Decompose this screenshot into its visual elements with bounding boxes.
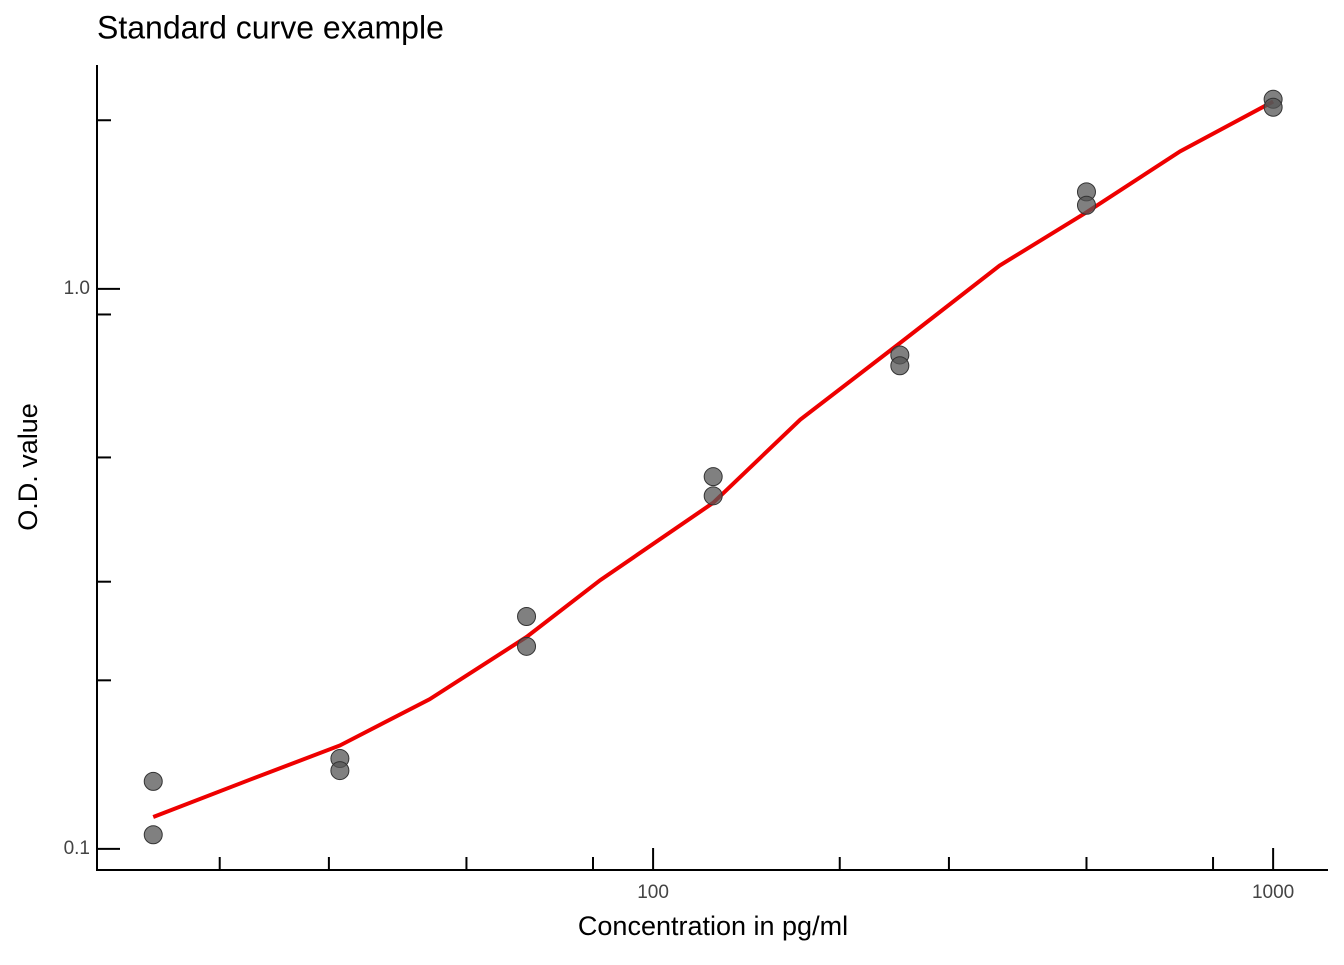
data-point bbox=[143, 825, 163, 845]
data-point bbox=[1263, 97, 1283, 117]
y-axis-label: O.D. value bbox=[13, 403, 43, 531]
data-point bbox=[517, 636, 537, 656]
y-tick-label: 1.0 bbox=[64, 278, 90, 299]
x-tick-label: 100 bbox=[637, 882, 669, 903]
data-point bbox=[1076, 195, 1096, 215]
chart-title: Standard curve example bbox=[97, 9, 444, 45]
data-point bbox=[330, 761, 350, 781]
y-tick-label: 0.1 bbox=[64, 838, 90, 859]
data-point bbox=[143, 771, 163, 791]
fit-line bbox=[152, 99, 1275, 819]
x-axis-label: Concentration in pg/ml bbox=[578, 911, 848, 941]
data-point bbox=[703, 486, 723, 506]
data-point bbox=[517, 607, 537, 627]
x-tick-label: 1000 bbox=[1252, 882, 1294, 903]
data-point bbox=[703, 467, 723, 487]
data-point bbox=[890, 356, 910, 376]
